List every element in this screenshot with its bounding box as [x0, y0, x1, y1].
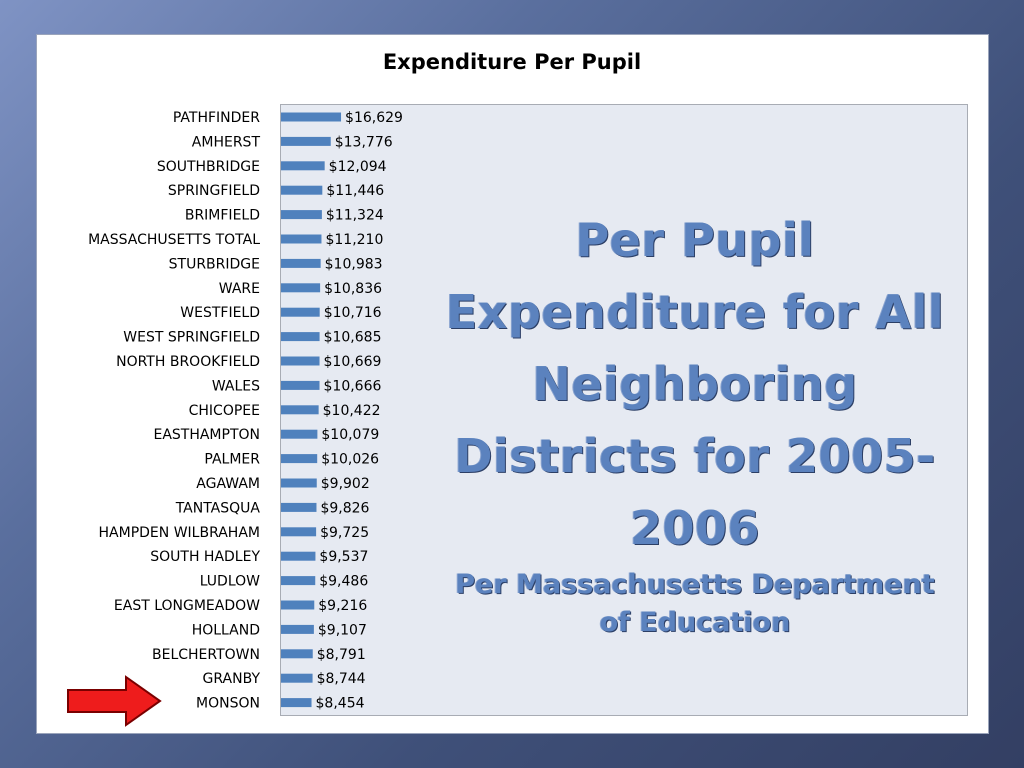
bar	[281, 234, 322, 244]
plot-area	[280, 104, 968, 716]
category-label: BRIMFIELD	[185, 208, 260, 224]
overlay-caption: Per Pupil Expenditure for All Neighborin…	[440, 204, 950, 642]
data-label: $11,446	[326, 183, 384, 199]
data-label: $11,324	[326, 208, 384, 224]
data-label: $8,744	[317, 671, 366, 687]
category-label: AMHERST	[192, 134, 261, 150]
data-label: $10,079	[321, 427, 379, 443]
data-label: $9,486	[319, 574, 368, 590]
bar	[281, 356, 320, 366]
bar	[281, 429, 318, 439]
data-label: $10,669	[324, 354, 382, 370]
bar	[281, 283, 321, 293]
category-label: EASTHAMPTON	[153, 427, 260, 443]
overlay-subtitle: Per Massachusetts Department of Educatio…	[455, 569, 935, 638]
category-label: WESTFIELD	[180, 305, 260, 321]
bar	[281, 210, 322, 220]
category-label: WEST SPRINGFIELD	[123, 330, 260, 346]
bar	[281, 551, 316, 561]
bar	[281, 698, 312, 708]
bar	[281, 307, 320, 317]
red-arrow-icon	[67, 675, 162, 727]
bar	[281, 673, 313, 683]
category-label: PATHFINDER	[173, 110, 260, 126]
data-label: $11,210	[325, 232, 383, 248]
category-label: SOUTHBRIDGE	[157, 159, 260, 175]
data-label: $9,216	[318, 598, 367, 614]
category-label: MONSON	[196, 696, 260, 712]
data-label: $9,537	[319, 549, 368, 565]
bar	[281, 576, 316, 586]
bar	[281, 624, 314, 634]
bar	[281, 161, 325, 171]
chart-title: Expenditure Per Pupil	[382, 50, 642, 74]
bar	[281, 478, 317, 488]
bar	[281, 405, 319, 415]
category-label: CHICOPEE	[189, 403, 260, 419]
category-label: EAST LONGMEADOW	[114, 598, 260, 614]
data-label: $10,685	[324, 330, 382, 346]
bar	[281, 649, 313, 659]
overlay-title: Per Pupil Expenditure for All Neighborin…	[445, 213, 945, 555]
category-label: HOLLAND	[192, 622, 260, 638]
data-label: $10,026	[321, 452, 379, 468]
category-label: PALMER	[204, 452, 260, 468]
data-label: $10,666	[324, 378, 382, 394]
data-label: $9,826	[320, 500, 369, 516]
data-label: $9,107	[318, 622, 367, 638]
bar	[281, 380, 320, 390]
category-label: MASSACHUSETTS TOTAL	[88, 232, 260, 248]
bar	[281, 527, 317, 537]
bar	[281, 258, 321, 268]
data-label: $16,629	[345, 110, 403, 126]
category-label: TANTASQUA	[175, 500, 261, 516]
bar	[281, 185, 323, 195]
data-label: $8,454	[316, 696, 365, 712]
data-label: $13,776	[335, 134, 393, 150]
bar	[281, 332, 320, 342]
category-label: WARE	[219, 281, 260, 297]
bar	[281, 502, 317, 512]
category-label: NORTH BROOKFIELD	[116, 354, 260, 370]
bar	[281, 136, 331, 146]
category-label: SOUTH HADLEY	[150, 549, 260, 565]
data-label: $10,983	[325, 256, 383, 272]
bar	[281, 600, 315, 610]
category-label: WALES	[212, 378, 260, 394]
category-label: BELCHERTOWN	[152, 647, 260, 663]
data-label: $9,902	[321, 476, 370, 492]
data-label: $9,725	[320, 525, 369, 541]
bar	[281, 112, 342, 122]
category-label: AGAWAM	[196, 476, 260, 492]
category-label: SPRINGFIELD	[168, 183, 260, 199]
data-label: $10,836	[324, 281, 382, 297]
category-label: LUDLOW	[200, 574, 260, 590]
category-label: STURBRIDGE	[169, 256, 260, 272]
data-label: $10,716	[324, 305, 382, 321]
bar	[281, 454, 318, 464]
data-label: $8,791	[317, 647, 366, 663]
data-label: $12,094	[329, 159, 387, 175]
category-label: HAMPDEN WILBRAHAM	[99, 525, 260, 541]
data-label: $10,422	[323, 403, 381, 419]
category-label: GRANBY	[203, 671, 261, 687]
